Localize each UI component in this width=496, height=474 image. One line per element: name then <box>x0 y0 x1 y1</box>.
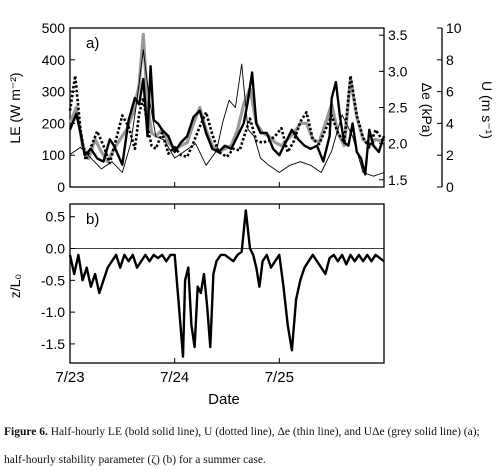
tick-label: 3.5 <box>388 27 408 43</box>
tick-label: 8 <box>446 52 454 68</box>
x-axis-title: Date <box>208 391 240 408</box>
panel-a-right-inner-axis-title: Δe (kPa) <box>419 83 435 137</box>
panel-a-left-axis-title: LE (W m⁻²) <box>7 72 23 143</box>
x-tick-label: 7/25 <box>265 369 294 386</box>
panel-b-y-axis-title: z/L₀ <box>7 274 23 299</box>
series-dotted <box>68 74 386 165</box>
panel-b: 0.50.0-0.5-1.0-1.5 7/23 7/24 7/25 b) z/L₀ … <box>7 203 385 408</box>
tick-label: 400 <box>42 52 66 68</box>
tick-label: 200 <box>42 115 66 131</box>
tick-label: 2 <box>446 147 454 163</box>
panel-a-left-axis: 0 100 200 300 400 500 <box>42 20 280 195</box>
tick-label: 500 <box>42 20 66 36</box>
tick-label: 1.5 <box>388 172 408 188</box>
panel-b-frame <box>69 203 385 364</box>
panel-a-right-outer-axis-title: U (m s⁻¹) <box>479 81 495 139</box>
tick-label: 0.0 <box>46 241 66 257</box>
tick-label: 4 <box>446 115 454 131</box>
x-tick-label: 7/23 <box>55 369 84 386</box>
tick-label: 10 <box>446 20 462 36</box>
panel-a-right-outer-axis: 0 2 4 6 8 10 <box>437 20 462 195</box>
series-thin-solid <box>69 49 385 177</box>
panel-a-right-inner-axis: 1.5 2.0 2.5 3.0 3.5 <box>379 27 408 188</box>
tick-label: -1.0 <box>41 304 65 320</box>
caption-text: Half-hourly LE (bold solid line), U (dot… <box>4 426 480 466</box>
tick-label: 300 <box>42 84 66 100</box>
tick-label: -1.5 <box>41 336 65 352</box>
panel-b-series <box>68 209 385 358</box>
series-bold-solid <box>68 64 386 176</box>
series-stability <box>68 209 385 358</box>
panel-b-left-axis: 0.5 0.0 -0.5 -1.0 -1.5 <box>41 209 75 352</box>
tick-label: 2.5 <box>388 100 408 116</box>
tick-label: 100 <box>42 147 66 163</box>
tick-label: 6 <box>446 84 454 100</box>
tick-label: 0.5 <box>46 209 66 225</box>
caption-lead: Figure 6. <box>4 426 48 438</box>
tick-label: 3.0 <box>388 63 408 79</box>
x-tick-label: 7/24 <box>160 369 189 386</box>
tick-label: -0.5 <box>41 272 65 288</box>
panel-a: 0 100 200 300 400 500 1.5 2.0 2.5 3.0 3.5 0 2 4 6 8 10… <box>7 20 495 195</box>
tick-label: 0 <box>57 179 65 195</box>
tick-label: 0 <box>446 179 454 195</box>
panel-b-label: b) <box>86 211 99 228</box>
figure-caption: Figure 6. Half-hourly LE (bold solid lin… <box>4 418 492 474</box>
panel-a-series <box>68 32 386 177</box>
figure-6: 0 100 200 300 400 500 1.5 2.0 2.5 3.0 3.5 0 2 4 6 8 10… <box>7 20 495 408</box>
panel-b-x-axis: 7/23 7/24 7/25 <box>55 204 294 386</box>
panel-a-label: a) <box>86 35 99 52</box>
tick-label: 2.0 <box>388 136 408 152</box>
